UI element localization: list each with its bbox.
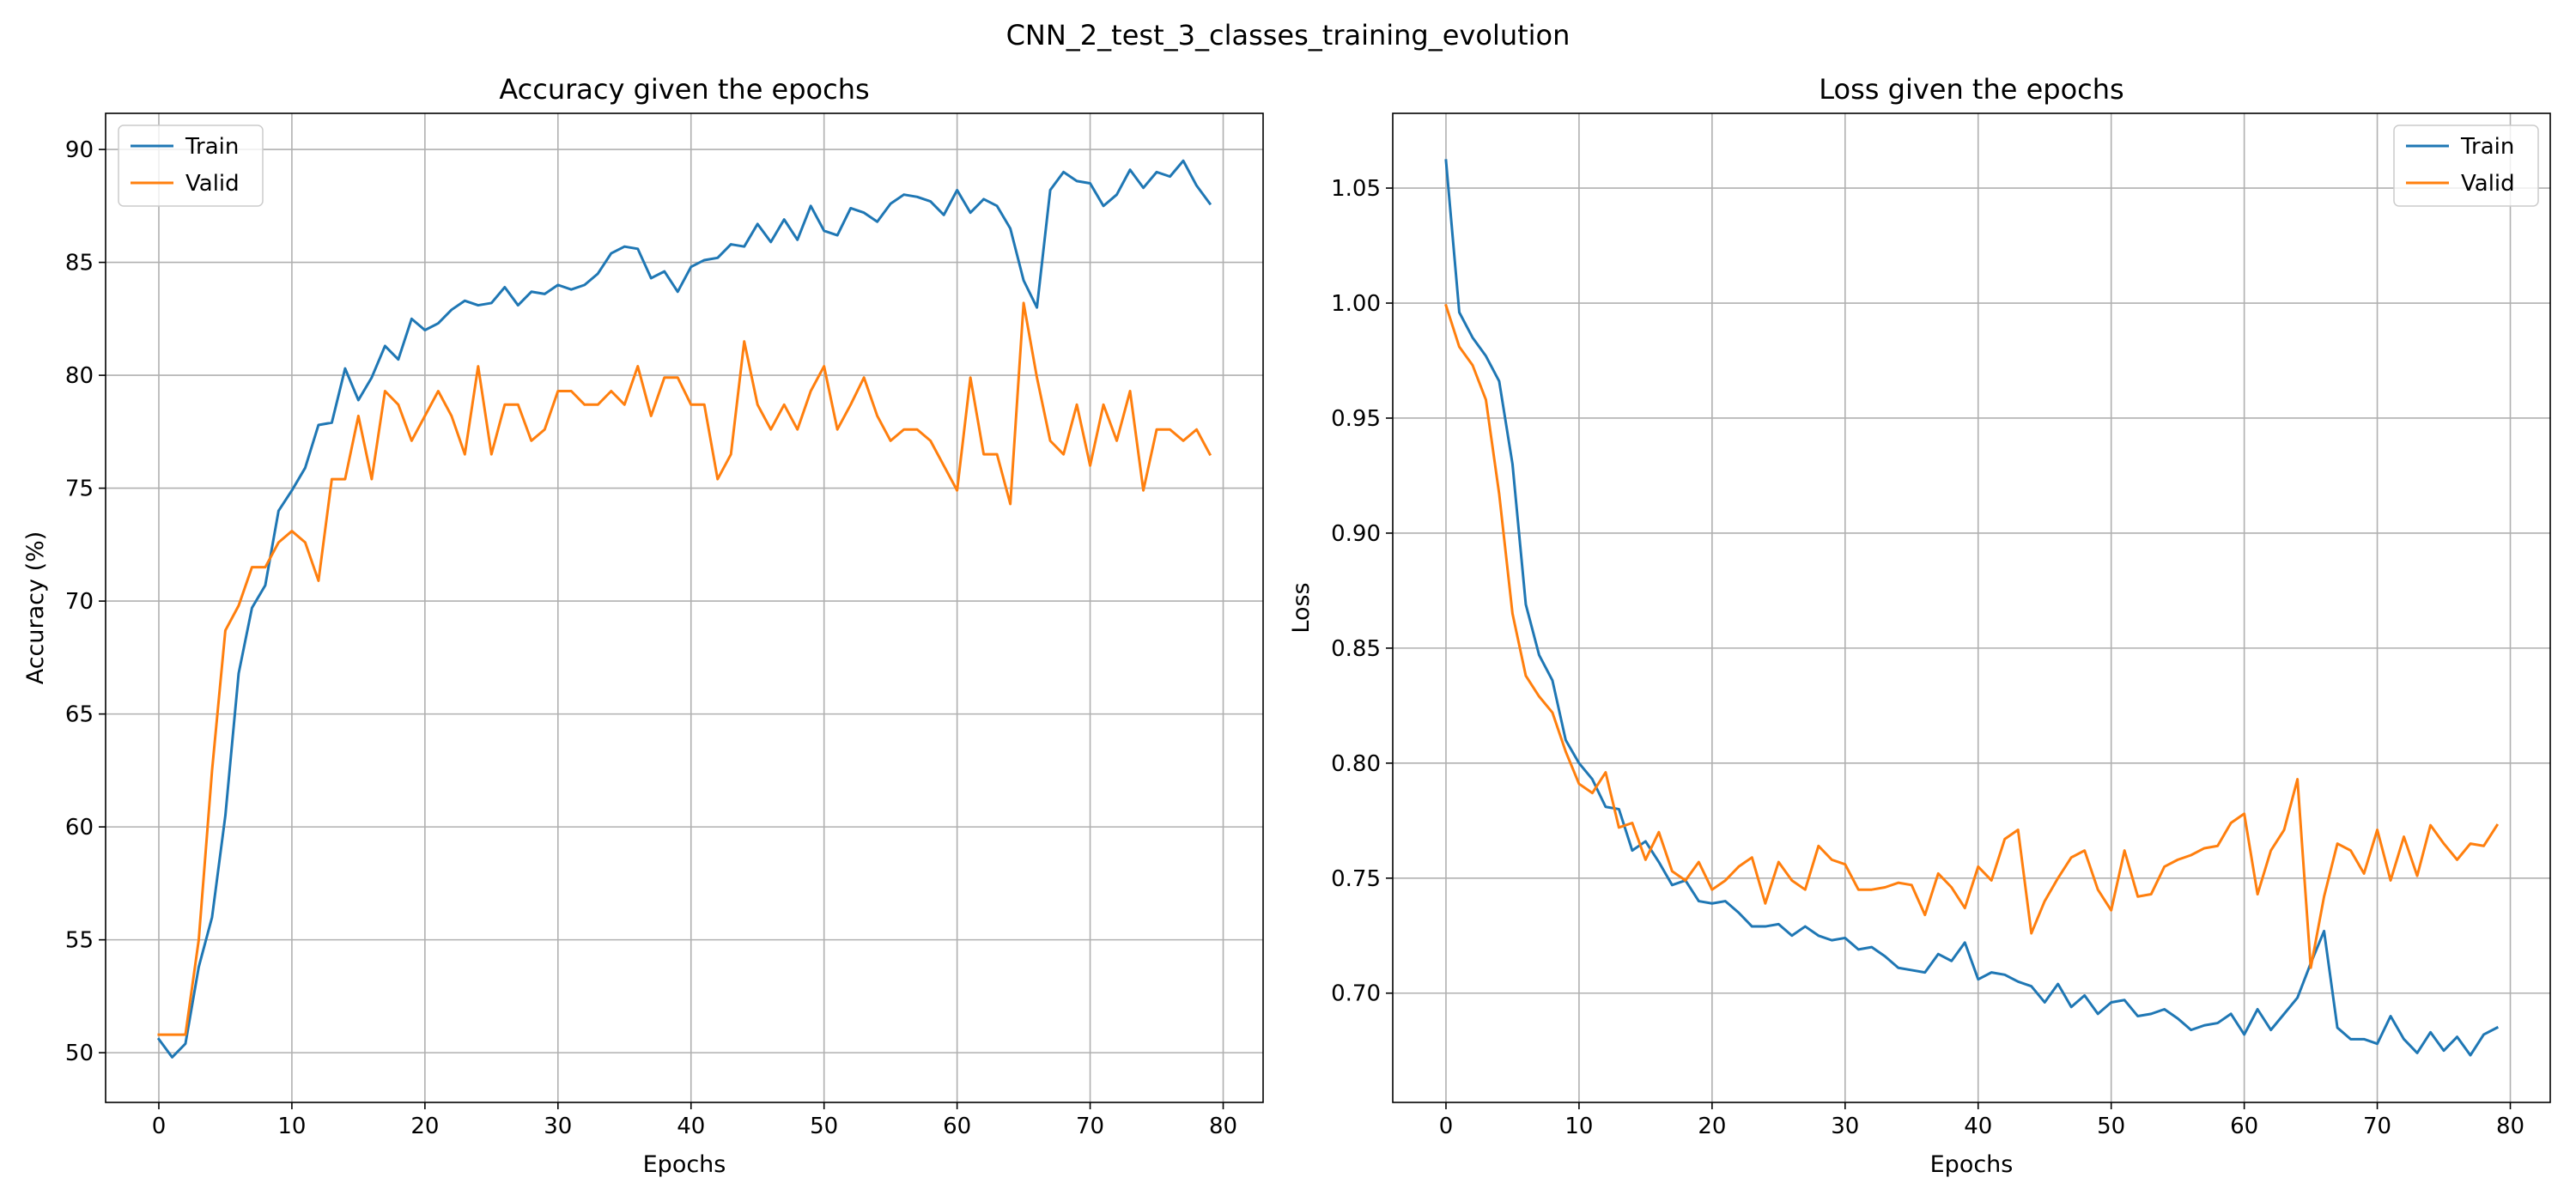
y-tick-label: 0.70 (1331, 981, 1381, 1007)
y-tick-label: 0.80 (1331, 751, 1381, 777)
loss-legend: Train Valid (2393, 124, 2539, 207)
accuracy-chart-title: Accuracy given the epochs (499, 73, 869, 106)
x-tick-label: 10 (277, 1114, 306, 1139)
x-tick-label: 20 (1698, 1114, 1726, 1139)
loss-plot-area (1393, 113, 2550, 1102)
y-tick-label: 65 (65, 702, 94, 728)
loss-legend-label-train: Train (2460, 134, 2514, 160)
y-tick-label: 70 (65, 589, 94, 615)
accuracy-legend-label-valid: Valid (185, 171, 240, 197)
x-tick-label: 60 (2230, 1114, 2258, 1139)
accuracy-grid (106, 113, 1263, 1102)
loss-y-axis-label: Loss (1288, 582, 1315, 633)
y-tick-label: 75 (65, 477, 94, 502)
loss-legend-label-valid: Valid (2461, 171, 2515, 197)
y-tick-label: 0.75 (1331, 866, 1381, 892)
accuracy-axes-frame (105, 112, 1264, 1103)
loss-x-axis-label: Epochs (1930, 1151, 2014, 1178)
x-tick-label: 0 (1439, 1114, 1454, 1139)
y-tick-label: 80 (65, 363, 94, 389)
x-tick-label: 50 (2097, 1114, 2125, 1139)
x-tick-label: 40 (677, 1114, 705, 1139)
accuracy-series-line-valid (157, 301, 1212, 1036)
loss-grid (1393, 113, 2550, 1102)
x-tick-label: 70 (2363, 1114, 2391, 1139)
y-tick-label: 50 (65, 1041, 94, 1066)
loss-chart: 0 10 20 30 40 50 60 70 80 0.70 0.75 0.80 0.85 0.90 0.9… (1288, 73, 2551, 1178)
x-tick-label: 10 (1564, 1114, 1593, 1139)
x-tick-label: 80 (1209, 1114, 1237, 1139)
y-tick-label: 85 (65, 251, 94, 276)
accuracy-legend: Train Valid (118, 124, 264, 207)
accuracy-y-axis-label: Accuracy (%) (22, 531, 49, 685)
y-tick-label: 90 (65, 137, 94, 163)
accuracy-series (156, 159, 1212, 1059)
y-tick-label: 55 (65, 928, 94, 954)
loss-series-line-train (1444, 159, 2500, 1057)
y-tick-label: 1.05 (1331, 176, 1381, 202)
x-tick-label: 70 (1076, 1114, 1104, 1139)
x-tick-label: 50 (810, 1114, 838, 1139)
loss-series-line-valid (1444, 303, 2500, 969)
y-tick-label: 0.95 (1331, 406, 1381, 432)
y-tick-label: 0.90 (1331, 521, 1381, 547)
x-tick-label: 0 (152, 1114, 167, 1139)
accuracy-x-axis-label: Epochs (643, 1151, 726, 1178)
loss-series (1444, 159, 2500, 1057)
x-tick-label: 30 (1831, 1114, 1859, 1139)
x-tick-label: 30 (544, 1114, 572, 1139)
accuracy-legend-label-train: Train (185, 134, 239, 160)
x-tick-label: 40 (1964, 1114, 1992, 1139)
x-tick-label: 60 (943, 1114, 971, 1139)
y-tick-label: 0.85 (1331, 636, 1381, 662)
loss-ticks: 0 10 20 30 40 50 60 70 80 0.70 0.75 0.80 0.85 0.90 0.9… (1331, 176, 2524, 1139)
x-tick-label: 80 (2496, 1114, 2524, 1139)
accuracy-ticks: 0 10 20 30 40 50 60 70 80 50 55 60 65 70 75 80 85 90 (65, 137, 1237, 1139)
y-tick-label: 1.00 (1331, 291, 1381, 317)
loss-axes-frame (1392, 112, 2551, 1103)
loss-chart-title: Loss given the epochs (1819, 73, 2123, 106)
y-tick-label: 60 (65, 815, 94, 841)
figure-suptitle: CNN_2_test_3_classes_training_evolution (1006, 19, 1571, 52)
accuracy-chart: 0 10 20 30 40 50 60 70 80 50 55 60 65 70 75 80 85 90 Accu… (22, 73, 1264, 1178)
accuracy-series-line-train (156, 159, 1212, 1059)
x-tick-label: 20 (410, 1114, 439, 1139)
